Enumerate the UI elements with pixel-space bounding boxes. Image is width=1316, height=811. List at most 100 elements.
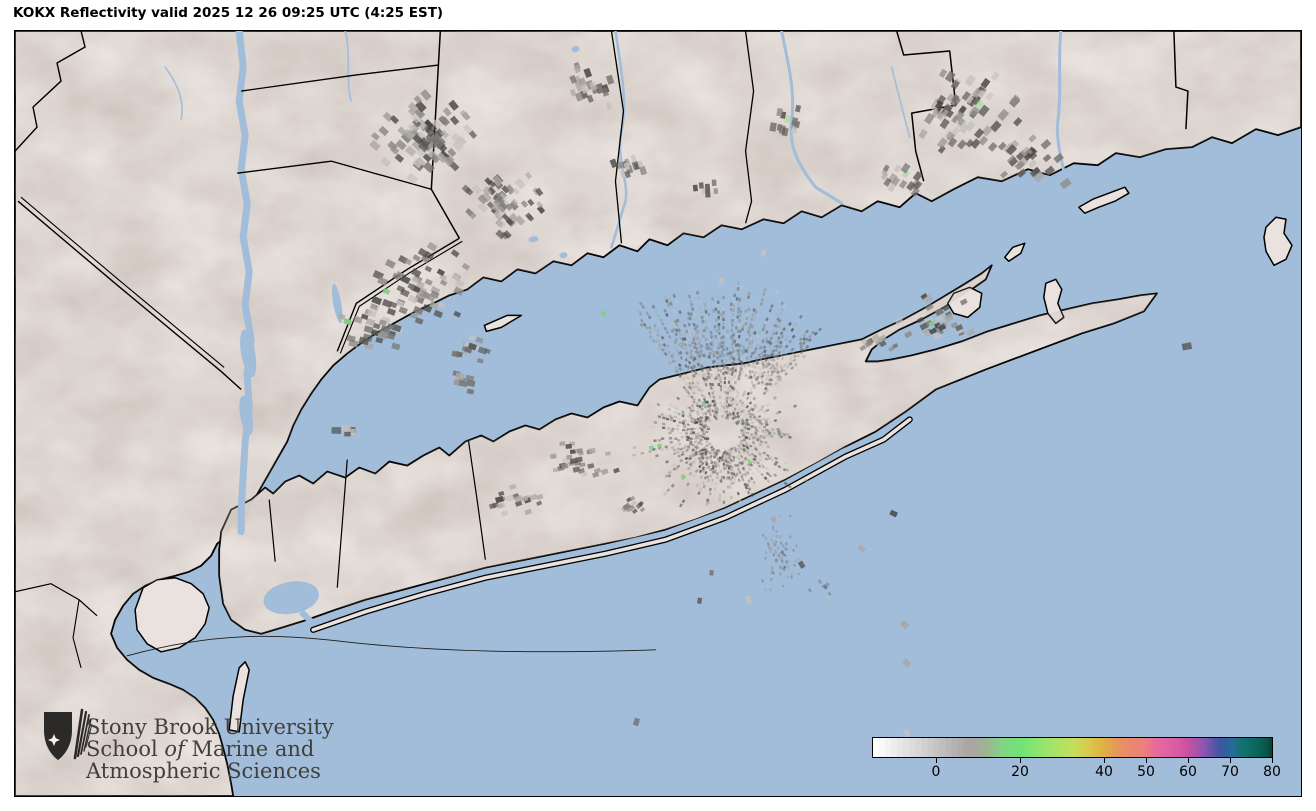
- radar-echo-cell: [687, 360, 692, 365]
- radar-echo-cell: [732, 450, 736, 455]
- radar-echo-cell: [764, 556, 767, 560]
- radar-echo-cell: [774, 543, 778, 547]
- radar-echo-cell: [713, 399, 717, 403]
- radar-echo-cell: [764, 320, 768, 325]
- radar-echo-cell: [678, 341, 683, 346]
- radar-echo-cell: [773, 473, 778, 478]
- radar-echo-cell: [744, 321, 748, 326]
- radar-echo-cell: [864, 339, 873, 348]
- radar-echo-cell: [696, 329, 700, 334]
- radar-echo-cell: [726, 458, 730, 462]
- radar-echo-cell: [717, 368, 720, 372]
- radar-echo-cell: [686, 390, 691, 395]
- radar-echo-cell: [730, 416, 734, 420]
- radar-echo-cell: [738, 435, 742, 439]
- radar-echo-cell: [755, 343, 759, 348]
- radar-echo-cell: [760, 350, 764, 355]
- radar-echo-cell: [703, 450, 708, 455]
- radar-echo-cell: [695, 384, 700, 389]
- radar-echo-cell: [424, 265, 433, 273]
- radar-echo-cell: [696, 432, 700, 435]
- radar-echo-cell: [744, 436, 748, 440]
- stream3-river: [164, 66, 183, 120]
- radar-echo-cell: [759, 434, 763, 438]
- radar-echo-cell: [648, 330, 653, 335]
- radar-echo-cell: [732, 412, 736, 417]
- radar-echo-cell: [754, 461, 758, 465]
- radar-echo-cell: [708, 367, 712, 372]
- terrain-texture: [219, 265, 1157, 634]
- radar-echo-cell: [685, 406, 690, 410]
- radar-echo-cell: [748, 415, 753, 419]
- radar-echo-cell: [791, 334, 796, 339]
- radar-echo-cell: [745, 338, 749, 342]
- radar-echo-cell: [781, 552, 786, 557]
- radar-echo-cell: [677, 439, 681, 442]
- radar-echo-cell: [736, 315, 740, 319]
- radar-echo-cell: [665, 330, 670, 335]
- radar-echo-cell: [738, 365, 742, 369]
- radar-echo-cell: [689, 350, 693, 355]
- radar-echo-cell: [673, 365, 678, 370]
- radar-echo-cell: [707, 478, 711, 483]
- radar-echo-cell: [631, 508, 638, 515]
- radar-echo-cell: [771, 365, 776, 370]
- radar-echo-cell: [669, 418, 673, 422]
- radar-echo-cell: [654, 448, 658, 452]
- radar-echo-cell: [433, 130, 443, 140]
- radar-echo-cell: [765, 339, 769, 344]
- radar-echo-cell: [781, 562, 785, 567]
- radar-echo-cell: [775, 354, 780, 359]
- radar-echo-cell: [727, 376, 731, 380]
- radar-echo-cell: [700, 448, 704, 453]
- radar-echo-cell: [569, 458, 578, 465]
- radar-echo-cell: [750, 364, 755, 369]
- radar-echo-cell: [883, 177, 892, 187]
- radar-echo-cell: [760, 422, 764, 426]
- radar-echo-cell: [536, 493, 544, 501]
- radar-echo-cell: [605, 74, 615, 85]
- radar-echo-cell: [698, 452, 703, 456]
- radar-echo-cell: [780, 550, 785, 554]
- radar-echo-cell: [720, 359, 724, 363]
- radar-echo-cell: [702, 446, 706, 451]
- radar-echo-cell: [750, 492, 755, 497]
- radar-echo-cell: [371, 295, 383, 306]
- radar-echo-cell: [691, 376, 695, 381]
- radar-echo-cell: [760, 380, 765, 385]
- radar-echo-cell: [664, 474, 669, 478]
- radar-echo-cell: [654, 309, 659, 314]
- radar-echo-cell: [783, 352, 788, 357]
- radar-echo-cell: [665, 417, 670, 421]
- radar-echo-cell: [766, 354, 771, 359]
- radar-echo-cell: [784, 546, 788, 552]
- radar-echo-cell: [783, 565, 787, 569]
- radar-echo-cell: [520, 200, 529, 208]
- radar-echo-cell: [704, 346, 708, 350]
- radar-echo-cell: [742, 435, 746, 438]
- radar-echo-cell: [704, 310, 708, 314]
- radar-echo-cell: [711, 391, 715, 395]
- radar-echo-cell: [706, 475, 710, 479]
- radar-echo-cell: [750, 339, 754, 344]
- radar-echo-cell: [700, 364, 704, 368]
- radar-echo-cell: [766, 403, 770, 408]
- radar-echo-cell: [565, 443, 572, 449]
- radar-echo-cell: [694, 331, 698, 336]
- radar-echo-cell: [722, 335, 725, 339]
- radar-echo-cell: [690, 348, 694, 353]
- radar-echo-cell: [697, 597, 703, 605]
- boundary-line-8: [610, 31, 625, 244]
- radar-echo-cell: [700, 315, 704, 320]
- radar-echo-cell: [771, 570, 775, 575]
- radar-echo-cell: [726, 464, 729, 468]
- radar-echo-cell: [768, 432, 772, 435]
- radar-echo-cell: [648, 445, 654, 450]
- radar-echo-cell: [773, 419, 778, 423]
- radar-echo-cell: [755, 361, 759, 366]
- radar-echo-cell: [676, 396, 681, 401]
- radar-echo-cell: [394, 153, 405, 163]
- radar-echo-cell: [675, 322, 679, 327]
- radar-echo-cell: [675, 406, 679, 411]
- radar-echo-cell: [780, 558, 784, 563]
